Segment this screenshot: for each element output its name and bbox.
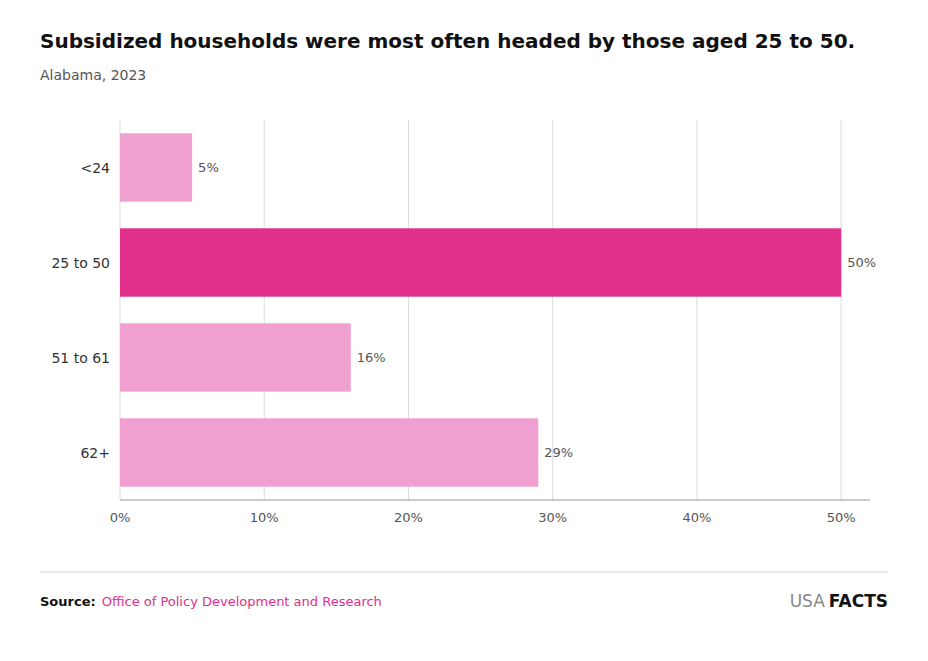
brand: USAFACTS (790, 591, 888, 611)
x-tick-label: 20% (394, 510, 423, 525)
bar (120, 323, 351, 391)
brand-facts: FACTS (829, 591, 888, 611)
chart: Subsidized households were most often he… (0, 0, 928, 661)
source-text: Office of Policy Development and Researc… (102, 594, 382, 609)
subtitle: Alabama, 2023 (40, 67, 146, 83)
chart-container: Subsidized households were most often he… (0, 0, 928, 661)
bar (120, 228, 841, 296)
source-label: Source: (40, 594, 96, 609)
background (0, 0, 928, 661)
x-tick-label: 30% (538, 510, 567, 525)
x-tick-label: 50% (827, 510, 856, 525)
bar (120, 133, 192, 201)
bar (120, 418, 538, 486)
bars (120, 133, 841, 486)
grid-line (552, 120, 553, 500)
grid-line (841, 120, 842, 500)
grid (120, 120, 841, 500)
y-tick-label: 51 to 61 (51, 350, 110, 366)
x-tick-label: 0% (110, 510, 131, 525)
data-label: 50% (847, 255, 876, 270)
x-axis-line (120, 500, 870, 501)
separator (40, 572, 888, 573)
x-tick-label: 10% (250, 510, 279, 525)
data-label: 5% (198, 160, 219, 175)
brand-usa: USA (790, 591, 826, 611)
y-tick-label: 25 to 50 (51, 255, 110, 271)
source: Source: Office of Policy Development and … (40, 594, 382, 609)
y-tick-label: <24 (80, 160, 110, 176)
x-tick-label: 40% (682, 510, 711, 525)
grid-line (696, 120, 697, 500)
data-labels: 5% 50% 16% 29% (198, 160, 876, 460)
title: Subsidized households were most often he… (40, 29, 855, 53)
data-label: 16% (357, 350, 386, 365)
data-label: 29% (544, 445, 573, 460)
y-tick-label: 62+ (80, 445, 110, 461)
